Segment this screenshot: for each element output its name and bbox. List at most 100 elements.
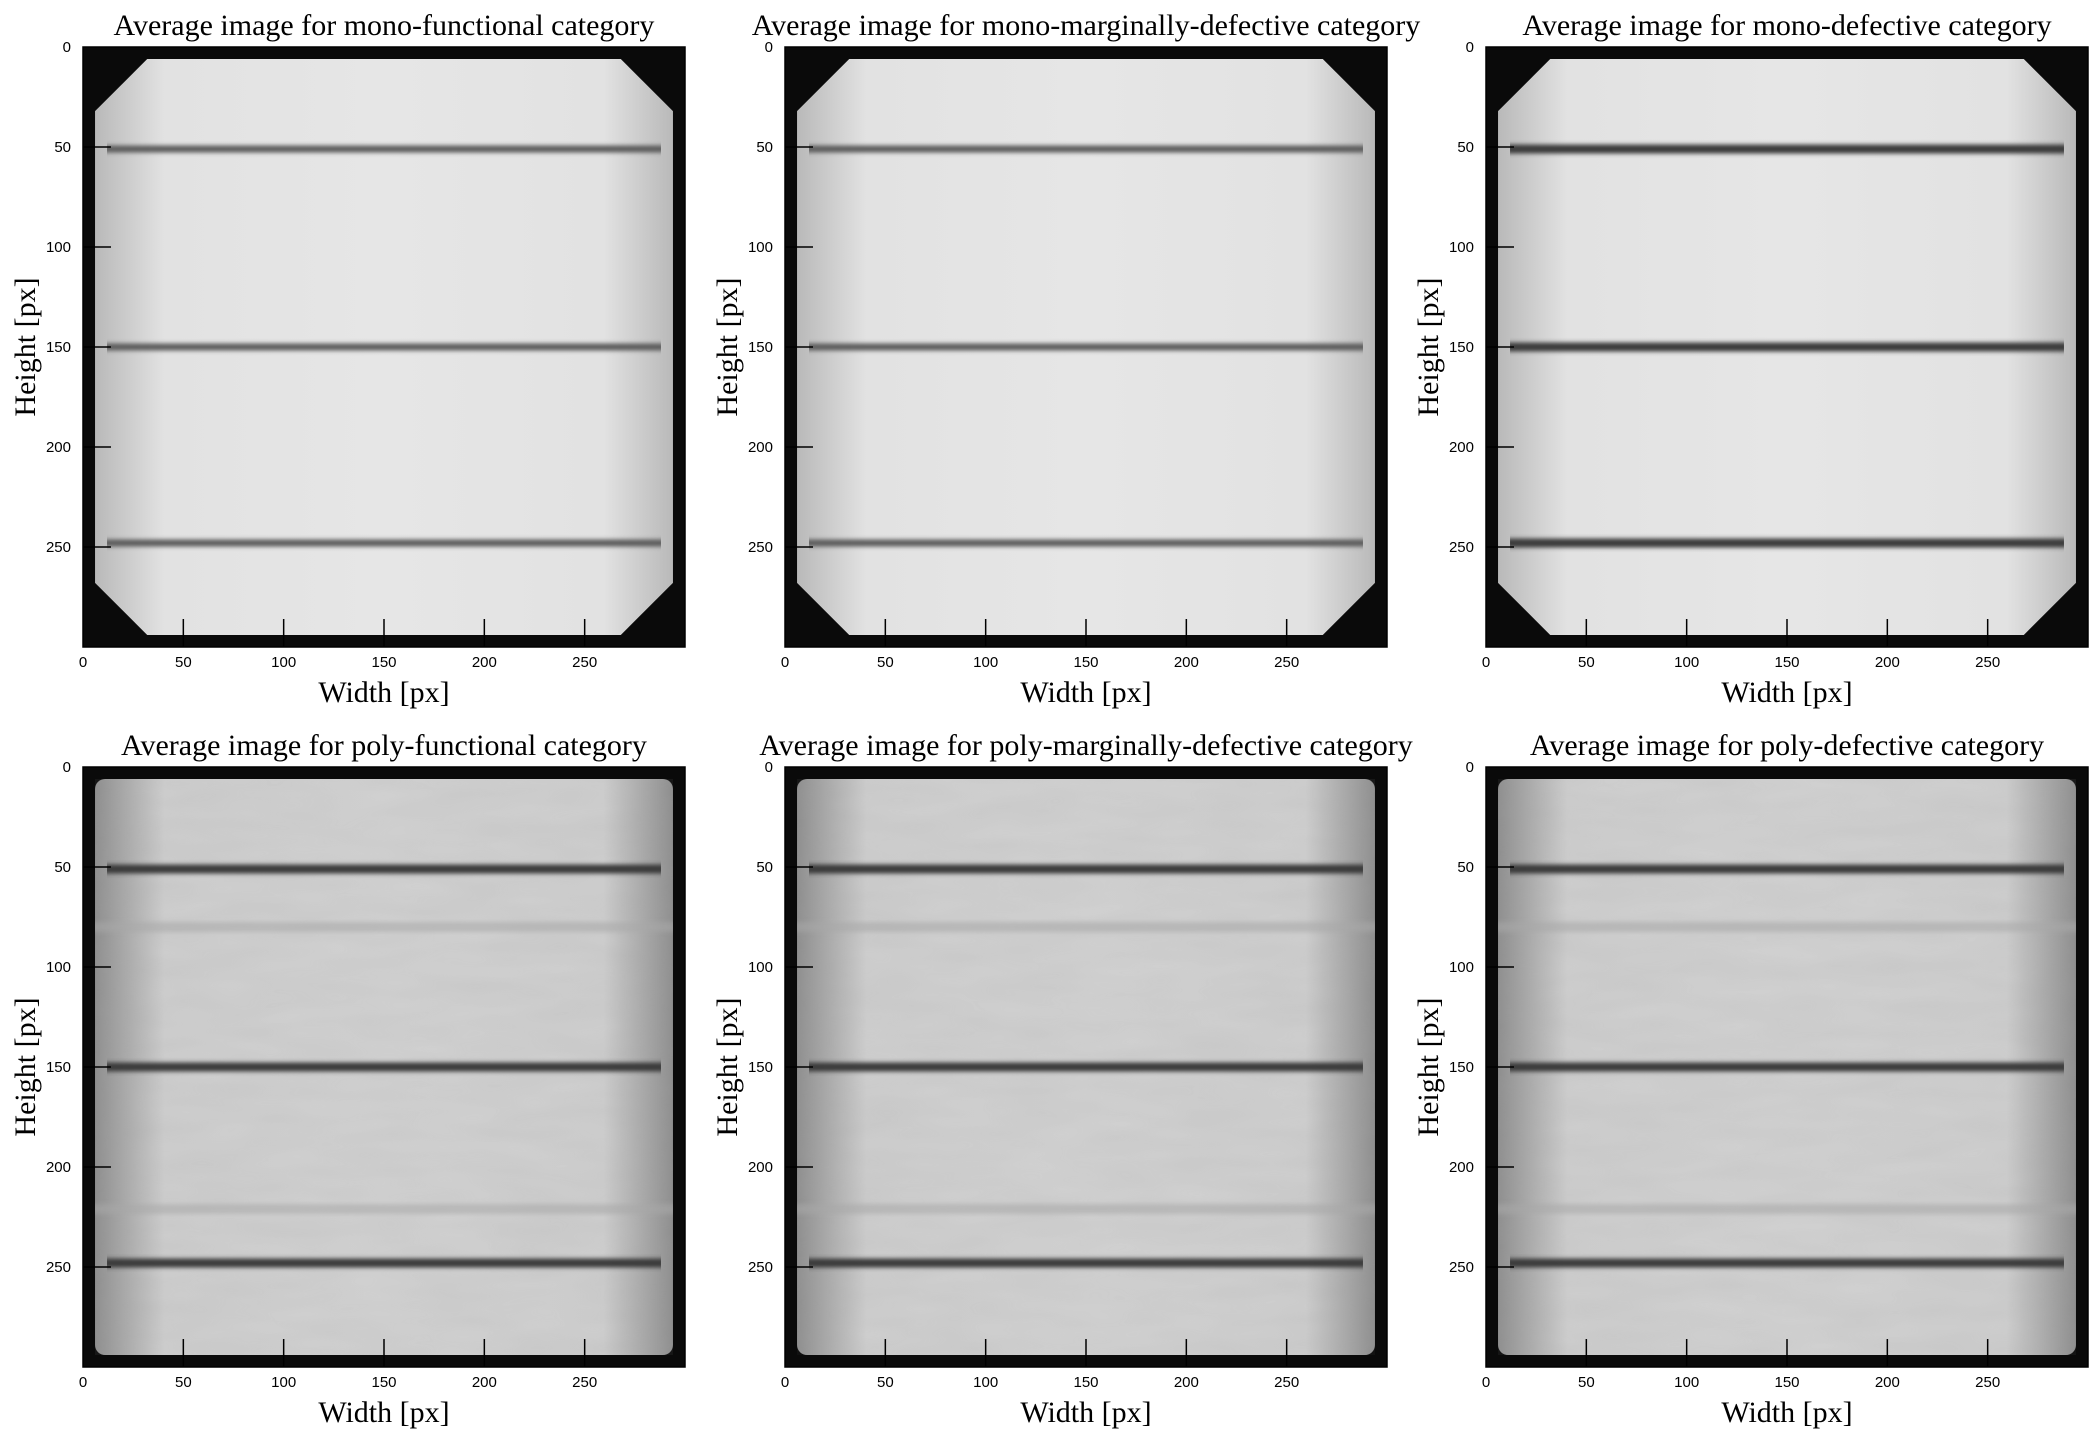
y-tick-label: 100 [1449,959,1474,976]
busbar [107,343,661,351]
heatmap-image [83,767,685,1367]
y-axis-label: Height [px] [1412,997,1445,1136]
heatmap-image [785,767,1387,1367]
busbar [1510,342,2064,352]
x-tick-label: 50 [175,1374,192,1391]
y-tick-label: 150 [1449,1059,1474,1076]
y-tick-label: 150 [748,339,773,356]
x-axis-label: Width [px] [1721,1396,1852,1429]
x-tick-label: 200 [1174,1374,1199,1391]
faint-band [797,1204,1375,1214]
faint-band [1498,1204,2076,1214]
x-tick-label: 100 [1674,1374,1699,1391]
y-tick-label: 50 [756,859,773,876]
busbar [107,1062,661,1072]
y-axis-label: Height [px] [711,997,744,1136]
x-tick-label: 150 [1073,1374,1098,1391]
y-tick-label: 50 [1457,859,1474,876]
busbar [1510,538,2064,548]
x-tick-label: 0 [79,1374,87,1391]
faint-band [95,1204,673,1214]
x-tick-label: 100 [1674,654,1699,671]
y-axis-label: Height [px] [9,277,42,416]
busbar [1510,864,2064,874]
busbar [1510,1258,2064,1268]
x-axis-label: Width [px] [318,1396,449,1429]
heatmap-image [1486,767,2088,1367]
panel-title: Average image for poly-marginally-defect… [759,729,1413,762]
busbar [1510,144,2064,154]
panel-6: 0 50 100 150 200 250 0 50 100 150 200 250 Average im… [1412,729,2089,1429]
x-tick-label: 250 [572,654,597,671]
busbar [809,539,1363,547]
x-tick-label: 200 [1174,654,1199,671]
y-tick-label: 200 [748,1159,773,1176]
y-tick-label: 250 [748,1259,773,1276]
x-tick-label: 100 [271,1374,296,1391]
panel-1: 0 50 100 150 200 250 0 50 100 150 200 250 Average im… [9,9,686,709]
busbar [809,1062,1363,1072]
x-tick-label: 100 [973,654,998,671]
y-tick-label: 200 [1449,439,1474,456]
x-tick-label: 50 [877,1374,894,1391]
x-tick-label: 50 [1578,654,1595,671]
x-tick-label: 200 [472,654,497,671]
x-tick-label: 100 [973,1374,998,1391]
busbar [107,145,661,153]
x-axis-label: Width [px] [1020,676,1151,709]
x-tick-label: 250 [1975,1374,2000,1391]
panel-3: 0 50 100 150 200 250 0 50 100 150 200 250 Average im… [1412,9,2089,709]
x-tick-label: 100 [271,654,296,671]
panel-title: Average image for mono-defective categor… [1522,9,2051,42]
y-axis-label: Height [px] [711,277,744,416]
y-tick-label: 250 [748,539,773,556]
y-tick-label: 150 [748,1059,773,1076]
y-tick-label: 200 [1449,1159,1474,1176]
y-tick-label: 100 [748,959,773,976]
x-tick-label: 150 [371,654,396,671]
busbar [107,864,661,874]
x-tick-label: 150 [1774,654,1799,671]
x-tick-label: 200 [1875,1374,1900,1391]
panel-title: Average image for poly-functional catego… [121,729,647,762]
y-tick-label: 100 [1449,239,1474,256]
busbar [809,1258,1363,1268]
y-tick-label: 50 [54,859,71,876]
x-tick-label: 50 [175,654,192,671]
heatmap-image [1486,47,2088,647]
y-tick-label: 250 [46,539,71,556]
x-tick-label: 50 [877,654,894,671]
x-tick-label: 0 [781,654,789,671]
x-tick-label: 250 [1975,654,2000,671]
y-tick-label: 0 [1466,759,1474,776]
y-tick-label: 100 [46,239,71,256]
x-tick-label: 150 [1774,1374,1799,1391]
y-tick-label: 50 [1457,139,1474,156]
y-tick-label: 150 [46,339,71,356]
x-tick-label: 200 [472,1374,497,1391]
busbar [107,1258,661,1268]
x-tick-label: 200 [1875,654,1900,671]
y-axis-label: Height [px] [1412,277,1445,416]
x-tick-label: 250 [1274,1374,1299,1391]
x-tick-label: 150 [1073,654,1098,671]
x-tick-label: 0 [1482,1374,1490,1391]
x-tick-label: 0 [1482,654,1490,671]
busbar [809,145,1363,153]
x-tick-label: 0 [781,1374,789,1391]
x-tick-label: 0 [79,654,87,671]
x-tick-label: 50 [1578,1374,1595,1391]
panel-title: Average image for mono-functional catego… [114,9,655,42]
y-tick-label: 200 [46,1159,71,1176]
busbar [809,864,1363,874]
y-tick-label: 250 [46,1259,71,1276]
y-tick-label: 50 [54,139,71,156]
x-tick-label: 150 [371,1374,396,1391]
y-tick-label: 0 [63,39,71,56]
heatmap-image [785,47,1387,647]
y-tick-label: 0 [1466,39,1474,56]
x-tick-label: 250 [572,1374,597,1391]
y-tick-label: 250 [1449,1259,1474,1276]
panel-title: Average image for poly-defective categor… [1530,729,2044,762]
